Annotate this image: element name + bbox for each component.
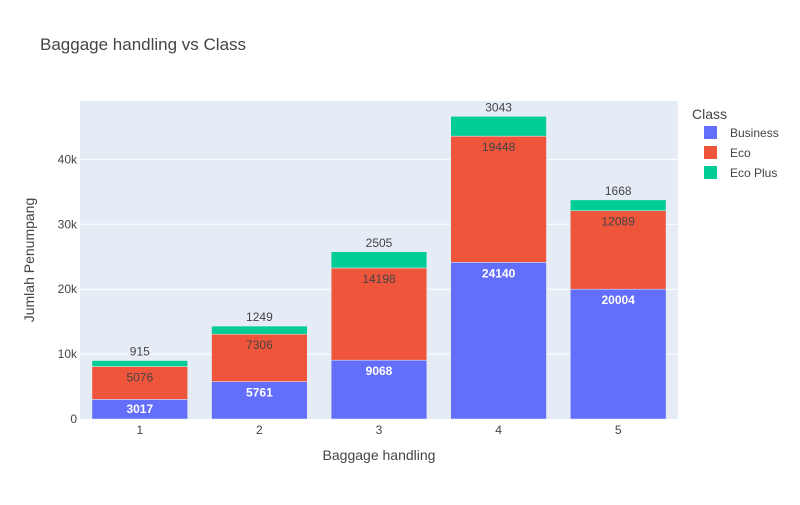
bar-business-3[interactable]: [330, 359, 428, 420]
data-label: 7306: [246, 338, 273, 352]
bar-eco-3[interactable]: [330, 267, 428, 361]
legend-title: Class: [692, 106, 727, 122]
data-label: 3043: [485, 100, 512, 114]
y-tick-label: 30k: [58, 217, 78, 231]
x-axis-title: Baggage handling: [323, 447, 436, 463]
bar-business-5[interactable]: [570, 288, 667, 420]
legend-swatch: [704, 166, 717, 179]
legend-item-business[interactable]: Business: [704, 126, 779, 140]
data-label: 1668: [605, 184, 632, 198]
legend-swatch: [704, 126, 717, 139]
bar-eco-plus-5[interactable]: [570, 199, 667, 211]
chart-title: Baggage handling vs Class: [40, 35, 246, 54]
data-label: 1249: [246, 310, 273, 324]
data-label: 9068: [366, 364, 393, 378]
bar-business-4[interactable]: [450, 262, 547, 420]
data-label: 12089: [602, 215, 636, 229]
data-label: 20004: [602, 293, 636, 307]
y-tick-label: 20k: [58, 282, 78, 296]
x-tick-labels: 1 2 3 4 5: [136, 423, 621, 437]
y-tick-label: 0: [70, 412, 77, 426]
bars: [91, 116, 667, 420]
data-label: 14198: [362, 272, 396, 286]
bar-eco-4[interactable]: [450, 135, 547, 263]
legend-item-eco[interactable]: Eco: [704, 146, 751, 160]
data-label: 5761: [246, 386, 273, 400]
legend-label: Eco: [730, 146, 751, 160]
y-axis-title: Jumlah Penumpang: [21, 198, 37, 323]
x-tick-label: 4: [495, 423, 502, 437]
x-tick-label: 3: [376, 423, 383, 437]
bar-business-2[interactable]: [211, 381, 308, 420]
data-label: 19448: [482, 140, 516, 154]
x-tick-label: 5: [615, 423, 622, 437]
bar-eco-plus-4[interactable]: [450, 116, 547, 137]
data-labels: 3017 5076 915 5761 7306 1249 9068 14198 2505 2414…: [126, 100, 635, 416]
bar-eco-plus-2[interactable]: [211, 325, 308, 335]
x-tick-label: 2: [256, 423, 263, 437]
bar-eco-2[interactable]: [211, 333, 308, 382]
y-tick-labels: 0 10k 20k 30k 40k: [58, 152, 78, 426]
legend-items[interactable]: Business Eco Eco Plus: [704, 126, 779, 180]
bar-eco-plus-3[interactable]: [330, 251, 428, 269]
legend-label: Eco Plus: [730, 166, 777, 180]
data-label: 5076: [126, 370, 153, 384]
data-label: 915: [130, 345, 150, 359]
y-tick-label: 10k: [58, 347, 78, 361]
legend-label: Business: [730, 126, 779, 140]
bar-eco-plus-1[interactable]: [91, 360, 188, 367]
legend-swatch: [704, 146, 717, 159]
legend-item-eco-plus[interactable]: Eco Plus: [704, 166, 777, 180]
bar-eco-5[interactable]: [570, 210, 667, 290]
y-tick-label: 40k: [58, 152, 78, 166]
data-label: 3017: [126, 402, 153, 416]
x-tick-label: 1: [136, 423, 143, 437]
data-label: 24140: [482, 266, 516, 280]
data-label: 2505: [366, 236, 393, 250]
legend[interactable]: Class Business Eco Eco Plus: [692, 106, 779, 180]
